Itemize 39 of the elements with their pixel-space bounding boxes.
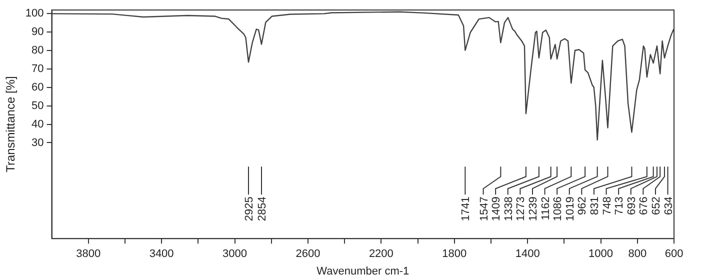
x-tick-label: 2200	[368, 248, 394, 260]
x-tick-label: 3400	[149, 248, 174, 260]
y-tick-label: 60	[32, 81, 44, 94]
x-tick-label: 800	[628, 248, 647, 260]
x-axis-title: Wavenumber cm-1	[316, 265, 410, 278]
annotation: 1547	[478, 196, 490, 222]
annotation: 2854	[256, 196, 268, 222]
x-tick-label: 1000	[588, 248, 614, 260]
x-tick-label: 3800	[76, 248, 101, 260]
annotation: 676	[638, 196, 650, 215]
x-tick-label: 2600	[296, 248, 320, 260]
y-axis-title: Transmittance [%]	[4, 76, 18, 172]
annotation: 1239	[527, 196, 540, 222]
annotation: 652	[650, 196, 662, 215]
annotation: 713	[614, 196, 626, 215]
annotation: 1741	[460, 196, 472, 222]
annotation: 1086	[552, 196, 564, 222]
annotation: 831	[588, 196, 601, 215]
annotation: 962	[576, 196, 589, 215]
annotation: 1273	[515, 196, 528, 222]
annotation: 1338	[502, 196, 515, 222]
annotation: 634	[662, 196, 675, 215]
y-tick-label: 30	[32, 136, 44, 149]
annotation: 1409	[490, 196, 503, 222]
x-tick-label: 1400	[515, 248, 540, 260]
annotation: 693	[626, 196, 638, 215]
y-tick-label: 40	[32, 118, 44, 130]
x-tick-label: 600	[664, 248, 684, 260]
y-tick-label: 50	[32, 100, 44, 112]
x-tick-label: 1800	[442, 248, 467, 260]
y-tick-label: 90	[32, 26, 44, 38]
annotation: 1019	[564, 196, 576, 222]
y-tick-label: 80	[32, 44, 44, 57]
annotation: 748	[601, 196, 614, 215]
x-tick-label: 3000	[222, 248, 248, 260]
y-tick-label: 100	[25, 8, 44, 20]
annotation: 1162	[540, 196, 552, 220]
y-tick-label: 70	[32, 63, 44, 76]
annotation: 2925	[243, 196, 256, 222]
